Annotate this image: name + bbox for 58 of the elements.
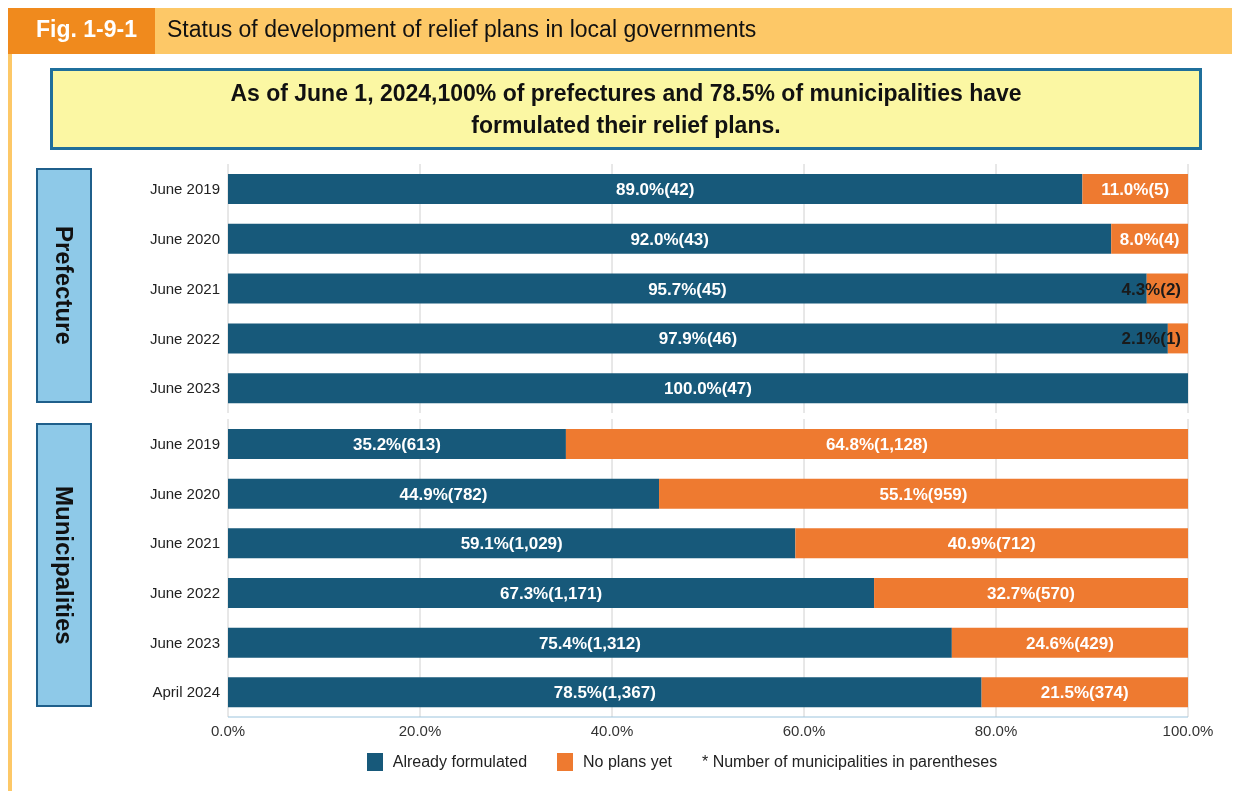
y-tick-label: June 2022 <box>149 329 220 347</box>
y-axis-title: Prefecture <box>50 226 78 345</box>
x-tick-label: 40.0% <box>590 721 634 739</box>
data-label: 44.9%(782) <box>399 484 488 504</box>
data-label: 95.7%(45) <box>648 279 727 299</box>
y-tick-label: June 2020 <box>149 230 220 248</box>
data-label: 8.0%(4) <box>1119 229 1180 249</box>
y-tick-label: June 2023 <box>149 379 220 397</box>
y-tick-label: June 2021 <box>149 279 220 297</box>
legend-label: No plans yet <box>582 753 672 771</box>
x-tick-label: 20.0% <box>398 721 442 739</box>
y-axis-title: Municipalities <box>50 485 78 645</box>
data-label: 11.0%(5) <box>1101 180 1170 199</box>
bar <box>228 528 796 559</box>
bar <box>659 478 1188 509</box>
data-label: 35.2%(613) <box>353 435 441 454</box>
x-tick-label: 80.0% <box>974 721 1018 739</box>
y-tick-label: June 2019 <box>149 435 220 453</box>
data-label: 75.4%(1,312) <box>538 633 641 653</box>
data-label: 78.5%(1,367) <box>553 683 656 703</box>
x-tick-label: 60.0% <box>782 721 826 739</box>
chart-subtitle: As of June 1, 2024,100% of prefectures and 78.5% of municipalities have formulated their relief plans. <box>50 68 1202 150</box>
data-label: 59.1%(1,029) <box>460 534 563 554</box>
data-label: 100.0%(47) <box>664 379 752 399</box>
bar <box>228 223 1112 254</box>
x-tick-label: 0.0% <box>210 721 246 739</box>
y-tick-label: June 2019 <box>149 180 220 198</box>
bar <box>228 478 660 509</box>
bar <box>951 627 1188 658</box>
data-label: 24.6%(429) <box>1025 633 1114 653</box>
y-tick-label: June 2020 <box>149 484 220 502</box>
bar <box>795 528 1188 559</box>
chart-title: Status of development of relief plans in local governments <box>165 15 758 44</box>
caption: Fig. 1-9-1 <box>8 8 155 54</box>
data-label: 55.1%(959) <box>879 484 968 504</box>
y-tick-label: June 2022 <box>149 584 220 602</box>
data-label: 92.0%(43) <box>630 229 709 249</box>
y-tick-label: April 2024 <box>152 683 220 701</box>
data-label: 67.3%(1,171) <box>500 584 603 603</box>
y-tick-label: June 2023 <box>149 633 220 651</box>
y-tick-label: June 2021 <box>149 534 220 552</box>
bar <box>565 429 1188 459</box>
bar <box>228 578 875 608</box>
bar <box>228 429 566 459</box>
data-label: 21.5%(374) <box>1040 683 1129 703</box>
bar <box>228 627 952 658</box>
data-label: 32.7%(570) <box>987 584 1075 603</box>
data-label: 64.8%(1,128) <box>825 435 928 454</box>
data-label: 40.9%(712) <box>947 534 1036 554</box>
x-tick-label: 100.0% <box>1162 721 1214 739</box>
bar <box>228 677 982 708</box>
text: * Number of municipalities in parentheses <box>701 753 998 771</box>
bar <box>228 174 1083 204</box>
bar <box>228 373 1188 404</box>
legend-label: Already formulated <box>391 753 528 771</box>
data-label: 97.9%(46) <box>658 329 738 349</box>
data-label: 89.0%(42) <box>615 180 695 199</box>
bar <box>874 578 1188 608</box>
